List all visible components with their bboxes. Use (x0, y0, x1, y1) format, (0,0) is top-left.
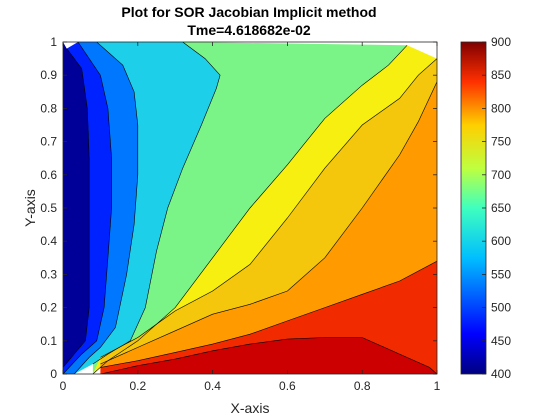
contour-band-above-850 (100, 337, 437, 374)
colorbar-tick-label: 650 (491, 201, 511, 215)
y-axis-label: Y-axis (22, 189, 38, 227)
colorbar-tick-label: 700 (491, 168, 511, 182)
colorbar-tick-label: 400 (491, 367, 511, 381)
x-tick-label: 0.8 (354, 379, 371, 393)
contour-line-800 (100, 260, 437, 368)
colorbar: 400 450 500 550 600 650 700 750 800 850 900 (460, 35, 511, 381)
plot-area (62, 41, 438, 375)
y-tick-label: 0.8 (40, 101, 57, 115)
contour-line-850 (100, 337, 437, 374)
x-axis: 0 0.2 0.4 0.6 0.8 1 (60, 42, 441, 393)
contour-band-750-800 (100, 81, 437, 368)
y-tick-label: 0.4 (40, 234, 57, 248)
contour-line-700 (100, 58, 437, 358)
contour-line-550 (73, 42, 139, 374)
contour-band-500-550 (63, 42, 138, 374)
y-tick-label: 0.6 (40, 168, 57, 182)
contour-line-450 (63, 48, 90, 368)
colorbar-tick-label: 750 (491, 135, 511, 149)
contour-band-450-500 (63, 42, 112, 374)
y-tick-label: 0.1 (40, 334, 57, 348)
x-axis-label: X-axis (231, 400, 270, 416)
contour-line-600 (92, 42, 221, 365)
x-tick-label: 0.4 (204, 379, 221, 393)
x-tick-label: 0.6 (279, 379, 296, 393)
colorbar-tick-label: 600 (491, 234, 511, 248)
y-tick-label: 0.3 (40, 267, 57, 281)
y-axis: 0 0.1 0.2 0.3 0.4 0.5 0.6 0.7 0.8 0.9 1 (40, 35, 437, 381)
x-tick-label: 0 (60, 379, 67, 393)
y-tick-label: 0.5 (40, 201, 57, 215)
contour-band-650-700 (92, 45, 437, 374)
colorbar-tick-label: 900 (491, 35, 511, 49)
contour-line-750 (100, 81, 437, 365)
x-tick-label: 1 (434, 379, 441, 393)
colorbar-gradient (460, 41, 487, 375)
contour-lines (63, 42, 437, 374)
contour-band-800-850 (100, 261, 437, 374)
colorbar-tick-label: 850 (491, 68, 511, 82)
colorbar-tick-label: 550 (491, 267, 511, 281)
x-tick-label: 0.2 (129, 379, 146, 393)
contour-band-550-600 (74, 42, 221, 374)
y-tick-label: 0.7 (40, 135, 57, 149)
chart-subtitle: Tme=4.618682e-02 (187, 22, 311, 38)
contour-line-500 (63, 42, 112, 374)
y-tick-label: 0.2 (40, 301, 57, 315)
contour-line-650 (92, 45, 408, 374)
colorbar-tick-label: 800 (491, 101, 511, 115)
colorbar-tick-label: 450 (491, 334, 511, 348)
colorbar-tick-label: 500 (491, 301, 511, 315)
chart-title: Plot for SOR Jacobian Implicit method (121, 4, 376, 20)
y-tick-label: 1 (50, 35, 57, 49)
contour-band-below-450 (63, 42, 90, 368)
y-tick-label: 0 (50, 367, 57, 381)
colorbar-ticks: 400 450 500 550 600 650 700 750 800 850 900 (482, 35, 511, 381)
y-tick-label: 0.9 (40, 68, 57, 82)
